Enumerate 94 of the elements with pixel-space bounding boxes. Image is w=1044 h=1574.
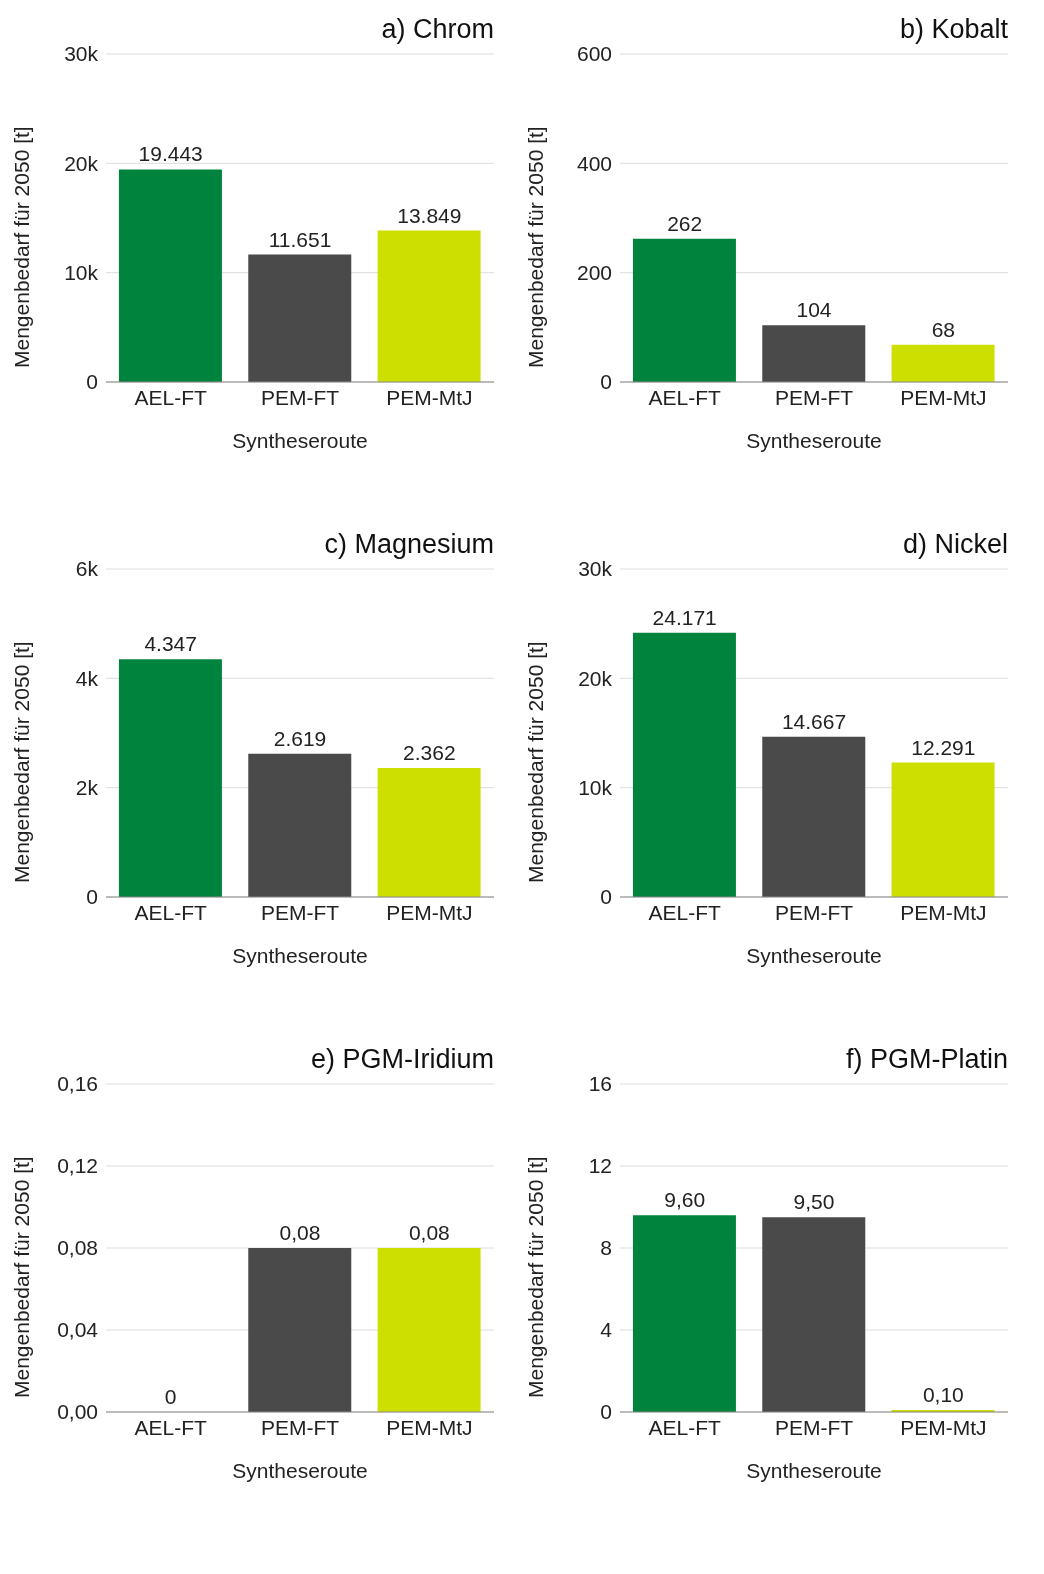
data-label: 0,08 [279,1221,321,1244]
x-tick-label: PEM-FT [260,385,340,409]
y-axis-title: Mengenbedarf für 2050 [t] [524,126,548,368]
x-tick-label: PEM-MtJ [386,1415,473,1439]
x-axis-title: Syntheseroute [746,1459,882,1482]
data-label: 19.443 [138,142,203,166]
chart-title: b) Kobalt [899,14,1008,45]
x-tick-label: PEM-MtJ [900,1415,987,1439]
data-label: 0,08 [408,1221,450,1244]
x-axis-title: Syntheseroute [746,429,882,452]
x-tick-label: AEL-FT [648,1415,722,1439]
chart-title: d) Nickel [902,529,1008,560]
x-tick-label: AEL-FT [648,900,722,924]
bar [891,762,995,897]
y-tick-label: 0 [600,370,612,394]
y-tick-label: 16 [588,1072,612,1096]
bar [632,238,736,382]
x-tick-label: PEM-FT [774,1415,854,1439]
data-label: 2.619 [273,726,327,750]
bar [118,169,222,382]
bar [377,767,481,897]
y-tick-label: 0,12 [57,1154,98,1178]
x-tick-label: PEM-FT [260,900,340,924]
y-tick-label: 0 [86,370,98,394]
data-label: 0,10 [922,1382,964,1406]
data-label: 11.651 [268,227,332,251]
data-label: 104 [796,298,832,322]
y-tick-label: 0 [600,1400,612,1424]
data-label: 9,60 [664,1188,706,1212]
y-tick-label: 4 [600,1318,613,1342]
x-tick-label: AEL-FT [134,385,208,409]
x-axis-title: Syntheseroute [232,944,368,967]
data-label: 0 [164,1385,177,1408]
y-tick-label: 4k [75,666,99,690]
y-tick-label: 0,04 [57,1318,99,1342]
data-label: 14.667 [781,709,847,733]
x-tick-label: PEM-MtJ [386,900,473,924]
bar [632,1215,736,1412]
x-tick-label: AEL-FT [648,385,722,409]
y-tick-label: 30k [64,42,99,66]
data-label: 13.849 [397,203,462,227]
y-tick-label: 0,08 [57,1236,98,1260]
bar [762,1217,866,1412]
y-axis-title: Mengenbedarf für 2050 [t] [524,1156,548,1398]
x-tick-label: AEL-FT [134,1415,208,1439]
data-label: 262 [667,211,703,235]
x-tick-label: PEM-FT [774,385,854,409]
bar [248,254,352,382]
y-tick-label: 20k [578,666,613,690]
y-axis-title: Mengenbedarf für 2050 [t] [10,1156,34,1398]
data-label: 4.347 [144,632,197,656]
chart-title: c) Magnesium [324,529,494,560]
y-tick-label: 0,00 [57,1400,98,1424]
bar [762,325,866,382]
y-axis-title: Mengenbedarf für 2050 [t] [10,641,34,883]
bar [762,736,866,897]
x-tick-label: PEM-MtJ [900,900,987,924]
data-label: 68 [931,317,956,341]
x-axis-title: Syntheseroute [232,1459,368,1482]
bar [377,230,481,382]
y-tick-label: 600 [576,42,612,66]
y-axis-title: Mengenbedarf für 2050 [t] [524,641,548,883]
x-tick-label: PEM-FT [774,900,854,924]
data-label: 12.291 [911,735,976,759]
x-tick-label: PEM-FT [260,1415,340,1439]
y-tick-label: 8 [600,1236,612,1260]
y-tick-label: 0 [600,885,612,909]
chart-title: e) PGM-Iridium [310,1044,494,1075]
data-label: 24.171 [652,605,717,629]
chart-title: a) Chrom [381,14,494,45]
bar [248,753,352,897]
y-tick-label: 10k [578,776,613,800]
y-tick-label: 12 [588,1154,612,1178]
x-axis-title: Syntheseroute [232,429,368,452]
x-tick-label: AEL-FT [134,900,208,924]
bar [891,344,995,382]
y-tick-label: 0 [86,885,98,909]
y-tick-label: 20k [64,151,99,175]
y-tick-label: 6k [75,557,99,581]
data-label: 2.362 [403,740,456,764]
y-axis-title: Mengenbedarf für 2050 [t] [10,126,34,368]
x-tick-label: PEM-MtJ [386,385,473,409]
chart-title: f) PGM-Platin [845,1044,1008,1075]
data-label: 9,50 [793,1190,835,1214]
bar [632,632,736,897]
y-tick-label: 0,16 [57,1072,98,1096]
y-tick-label: 10k [64,261,99,285]
x-tick-label: PEM-MtJ [900,385,987,409]
x-axis-title: Syntheseroute [746,944,882,967]
y-tick-label: 400 [576,151,612,175]
bar [118,659,222,897]
y-tick-label: 2k [75,776,99,800]
y-tick-label: 30k [578,557,613,581]
y-tick-label: 200 [576,261,612,285]
